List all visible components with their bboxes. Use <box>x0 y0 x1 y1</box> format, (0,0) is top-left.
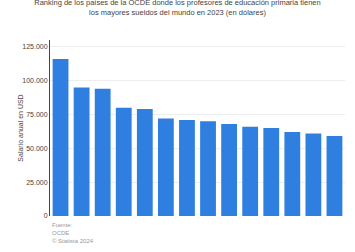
svg-text:75.000: 75.000 <box>26 111 48 118</box>
svg-text:25.000: 25.000 <box>26 179 48 186</box>
svg-text:100.000: 100.000 <box>22 77 47 84</box>
svg-text:Salario anual en USD: Salario anual en USD <box>17 94 24 161</box>
svg-text:0: 0 <box>44 212 48 219</box>
svg-text:Ranking de los países de la OC: Ranking de los países de la OCDE donde l… <box>34 0 320 17</box>
svg-text:50.000: 50.000 <box>26 145 48 152</box>
svg-text:Fuente:OCDE© Statista 2024: Fuente:OCDE© Statista 2024 <box>52 222 94 244</box>
svg-text:125.000: 125.000 <box>22 43 47 50</box>
